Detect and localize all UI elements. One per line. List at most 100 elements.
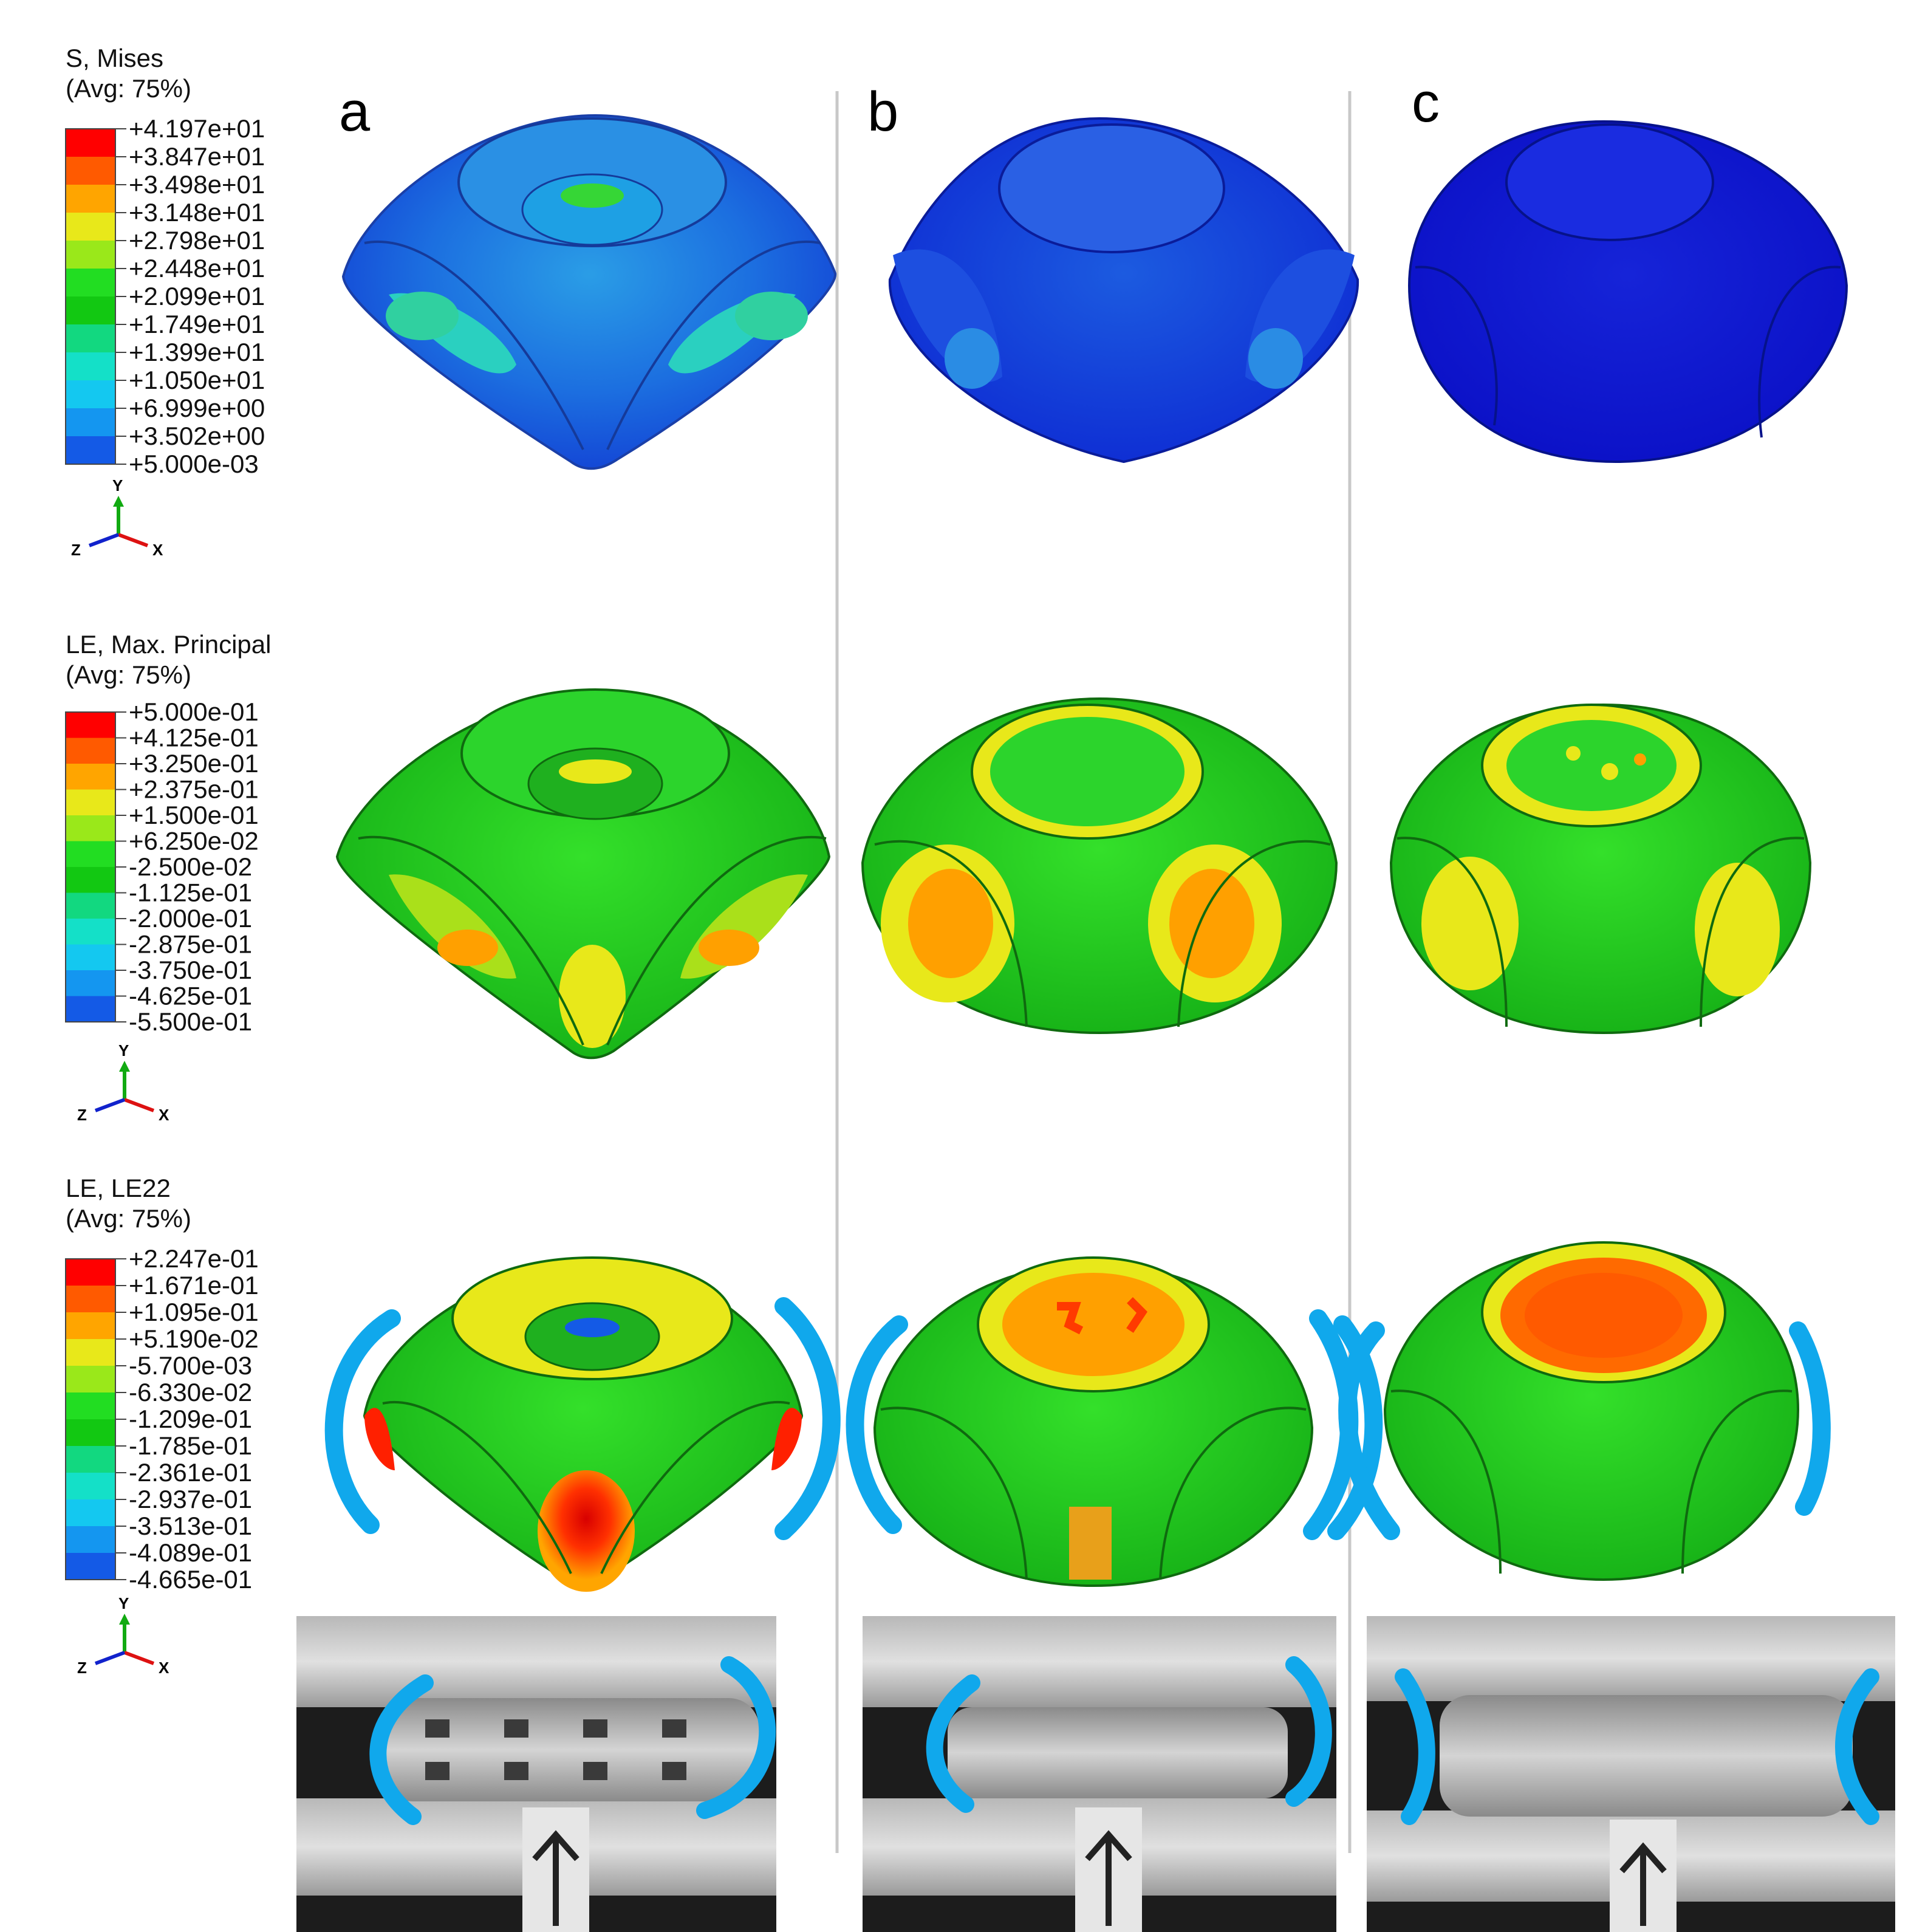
axis-triad-icon: Y X Z <box>71 476 163 559</box>
legend-value: +3.847e+01 <box>129 142 265 171</box>
legend-swatch <box>66 1499 115 1526</box>
mises-model-a <box>341 114 837 470</box>
le-max-model-c <box>1389 703 1812 1035</box>
photo-a <box>296 1616 776 1932</box>
legend-subtitle: (Avg: 75%) <box>66 74 191 103</box>
legend-swatch <box>66 408 115 436</box>
axis-z-label: Z <box>77 1659 87 1677</box>
legend-swatch <box>66 892 115 919</box>
legend-2: LE, Max. Principal(Avg: 75%) +5.000e-01+4… <box>65 630 271 1124</box>
legend-title: LE, LE22 <box>66 1174 171 1202</box>
legend-title: S, Mises <box>66 44 163 72</box>
column-label-c: c <box>1412 72 1440 134</box>
legend-value: -6.330e-02 <box>129 1378 252 1406</box>
legend-value: +1.500e-01 <box>129 801 259 829</box>
photo-c <box>1367 1616 1895 1932</box>
legend-swatch <box>66 1312 115 1339</box>
legend-value: +4.125e-01 <box>129 724 259 752</box>
column-label-b: b <box>867 81 898 143</box>
legend-value: -4.625e-01 <box>129 982 252 1010</box>
le22-model-a <box>363 1256 804 1592</box>
axis-y-label: Y <box>118 1041 129 1060</box>
legend-value: -3.750e-01 <box>129 956 252 984</box>
axis-z-label: Z <box>77 1106 87 1124</box>
legend-swatch <box>66 1259 115 1286</box>
legend-swatch <box>66 1392 115 1419</box>
legend-title: LE, Max. Principal <box>66 630 271 659</box>
legend-value: -1.785e-01 <box>129 1431 252 1460</box>
legend-value: -2.875e-01 <box>129 930 252 959</box>
legend-value: +3.148e+01 <box>129 198 265 227</box>
legend-swatch <box>66 996 115 1022</box>
legend-swatch <box>66 789 115 815</box>
legend-value: +5.000e-01 <box>129 697 259 726</box>
legend-swatch <box>66 324 115 352</box>
legend-swatch <box>66 157 115 185</box>
legend-swatch <box>66 1419 115 1446</box>
axis-triad-icon: Y X Z <box>77 1594 169 1677</box>
axis-y-label: Y <box>118 1594 129 1612</box>
legend-value: +2.448e+01 <box>129 254 265 283</box>
legend-swatch <box>66 815 115 841</box>
legend-value: +2.375e-01 <box>129 775 259 804</box>
legend-swatch <box>66 919 115 945</box>
legend-value: -4.665e-01 <box>129 1565 252 1594</box>
legend-value: +2.798e+01 <box>129 226 265 255</box>
legend-subtitle: (Avg: 75%) <box>66 660 191 689</box>
legend-swatch <box>66 841 115 867</box>
legend-value: +5.000e-03 <box>129 450 259 478</box>
legend-swatch <box>66 944 115 970</box>
legend-value: +5.190e-02 <box>129 1324 259 1353</box>
legend-swatch <box>66 241 115 269</box>
legend-swatch <box>66 380 115 408</box>
mises-model-b <box>888 117 1359 464</box>
legend-value: -1.125e-01 <box>129 879 252 907</box>
legend-swatch <box>66 970 115 996</box>
legend-value: +1.050e+01 <box>129 366 265 394</box>
legend-swatch <box>66 213 115 241</box>
photo-b <box>863 1616 1336 1932</box>
legend-value: -5.700e-03 <box>129 1351 252 1380</box>
legend-value: +3.502e+00 <box>129 422 265 450</box>
axis-triad-icon: Y X Z <box>77 1041 169 1124</box>
le22-model-b <box>873 1256 1314 1588</box>
le22-model-c <box>1383 1241 1800 1581</box>
legend-value: +6.250e-02 <box>129 827 259 855</box>
legend-value: +3.498e+01 <box>129 170 265 199</box>
legend-swatch <box>66 436 115 464</box>
legend-swatch <box>66 764 115 790</box>
mises-model-c <box>1407 120 1848 464</box>
legend-value: +1.095e-01 <box>129 1298 259 1326</box>
axis-x-label: X <box>159 1659 169 1677</box>
le-max-model-a <box>335 688 831 1060</box>
legend-1: S, Mises(Avg: 75%)+4.197e+01+3.847e+01+3… <box>65 44 265 559</box>
le-max-model-b <box>861 697 1338 1035</box>
legend-value: +1.749e+01 <box>129 310 265 338</box>
legend-value: +2.099e+01 <box>129 282 265 310</box>
legend-3: LE, LE22(Avg: 75%) +2.247e-01+1.671e-01+1… <box>65 1174 259 1677</box>
legend-swatch <box>66 296 115 324</box>
legends: S, Mises(Avg: 75%)+4.197e+01+3.847e+01+3… <box>65 44 271 1677</box>
legend-subtitle: (Avg: 75%) <box>66 1204 191 1233</box>
legend-swatch <box>66 1473 115 1499</box>
legend-value: -3.513e-01 <box>129 1512 252 1540</box>
legend-value: -2.937e-01 <box>129 1485 252 1513</box>
legend-swatch <box>66 269 115 296</box>
legend-swatch <box>66 185 115 213</box>
legend-value: -2.500e-02 <box>129 852 252 881</box>
legend-value: +3.250e-01 <box>129 749 259 778</box>
axis-x-label: X <box>152 541 163 559</box>
legend-swatch <box>66 738 115 764</box>
legend-swatch <box>66 1339 115 1366</box>
axis-z-label: Z <box>71 541 81 559</box>
legend-value: -5.500e-01 <box>129 1007 252 1036</box>
legend-value: -2.361e-01 <box>129 1458 252 1487</box>
bulge-arcs-row3 <box>324 1297 1831 1540</box>
legend-swatch <box>66 1286 115 1312</box>
legend-value: -1.209e-01 <box>129 1405 252 1433</box>
legend-value: +1.399e+01 <box>129 338 265 366</box>
legend-swatch <box>66 352 115 380</box>
legend-swatch <box>66 129 115 157</box>
legend-value: -4.089e-01 <box>129 1538 252 1567</box>
